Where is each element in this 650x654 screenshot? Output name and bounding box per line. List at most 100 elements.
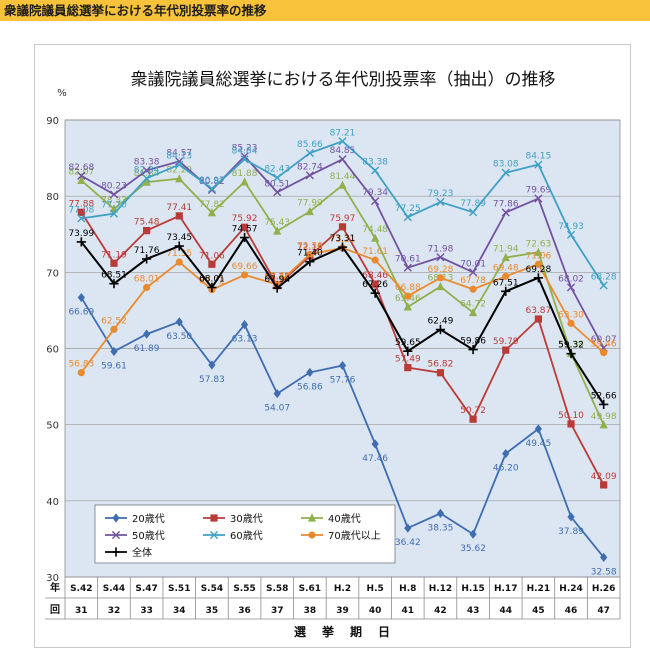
data-point (109, 279, 119, 289)
data-label: 74.48 (362, 225, 388, 235)
data-point (371, 439, 379, 449)
legend-box (94, 504, 396, 564)
data-label: 85.66 (297, 140, 323, 150)
data-point (175, 317, 183, 327)
data-point (502, 346, 510, 354)
data-point (469, 415, 477, 423)
data-point (337, 242, 348, 252)
data-label: 68.02 (558, 274, 584, 284)
x-tick-label: S.51 (168, 584, 190, 594)
data-label: 67.94 (264, 275, 290, 285)
legend-label: 20歳代 (132, 513, 165, 525)
data-point (566, 349, 576, 359)
data-label: 75.97 (330, 214, 356, 224)
session-label: 32 (108, 606, 121, 616)
data-label: 63.30 (558, 310, 584, 320)
session-label: 38 (304, 606, 317, 616)
data-point (110, 346, 118, 357)
data-label: 71.76 (134, 246, 160, 256)
x-tick-label: H.24 (559, 584, 582, 594)
data-point (534, 160, 543, 169)
data-point (404, 292, 412, 300)
session-label: 34 (173, 606, 186, 616)
data-point (240, 152, 249, 161)
session-label: 33 (140, 606, 153, 616)
data-label: 83.38 (134, 157, 160, 167)
session-label: 47 (597, 606, 610, 616)
data-label: 63.87 (525, 306, 551, 316)
x-tick-label: H.21 (527, 584, 550, 594)
data-label: 80.82 (199, 177, 225, 187)
data-point (110, 259, 118, 267)
data-label: 84.13 (166, 152, 192, 162)
x-tick-label: H.15 (461, 584, 484, 594)
x-tick-label: H.12 (429, 584, 452, 594)
y-tick-label: 50 (46, 421, 59, 432)
legend-label: 70歳代以上 (328, 530, 381, 542)
data-label: 42.09 (591, 472, 617, 482)
data-label: 78.33 (101, 196, 127, 206)
legend-label: 全体 (132, 546, 152, 559)
data-label: 38.35 (428, 523, 454, 533)
data-label: 71.40 (297, 249, 323, 259)
data-label: 66.69 (68, 308, 94, 318)
data-point (502, 449, 510, 459)
data-label: 68.28 (591, 272, 617, 282)
data-label: 80.97 (199, 176, 225, 186)
data-point (501, 208, 510, 217)
legend-label: 50歳代 (132, 530, 165, 542)
data-point (599, 281, 608, 290)
data-label: 61.89 (134, 344, 160, 354)
data-label: 69.66 (232, 262, 258, 272)
data-point (371, 280, 379, 288)
data-label: 35.62 (460, 544, 486, 554)
data-point (436, 369, 445, 377)
data-point (599, 399, 609, 410)
data-label: 56.83 (68, 360, 94, 370)
data-label: 77.70 (101, 201, 127, 211)
data-label: 81.88 (232, 169, 258, 179)
data-label: 82.43 (264, 165, 290, 175)
x-tick-label: H.2 (334, 584, 351, 594)
data-label: 59.38 (558, 340, 584, 350)
data-point (305, 206, 314, 216)
data-label: 57.76 (330, 376, 356, 386)
data-label: 82.68 (68, 163, 94, 173)
data-point (403, 213, 412, 222)
data-point (142, 166, 151, 175)
data-label: 67.51 (493, 278, 519, 288)
data-label: 77.82 (199, 200, 225, 210)
data-point (240, 223, 249, 231)
session-label: 45 (532, 606, 545, 616)
data-point (207, 208, 217, 217)
y-tick-label: 80 (46, 192, 59, 203)
data-point (371, 256, 379, 264)
data-point (240, 271, 249, 279)
data-point (306, 250, 314, 258)
data-point (566, 283, 576, 292)
data-label: 79.34 (362, 188, 388, 198)
data-point (534, 247, 543, 256)
data-label: 83.08 (493, 160, 519, 170)
data-label: 47.46 (362, 454, 388, 464)
data-point (208, 260, 216, 268)
data-point (469, 285, 477, 293)
y-tick-label: 90 (46, 116, 59, 127)
data-label: 57.49 (395, 355, 421, 365)
data-label: 68.46 (362, 271, 388, 281)
data-point (77, 369, 85, 377)
data-point (175, 160, 184, 169)
data-point (240, 320, 249, 330)
x-tick-label: S.54 (201, 584, 223, 594)
data-point (567, 420, 575, 428)
data-label: 59.79 (493, 337, 519, 347)
data-label: 75.92 (232, 214, 258, 224)
data-point (370, 288, 380, 298)
data-label: 62.49 (428, 317, 454, 327)
data-point (404, 364, 412, 372)
data-point (240, 155, 249, 164)
data-point (175, 174, 184, 183)
data-label: 80.23 (101, 181, 127, 191)
data-label: 59.65 (395, 338, 421, 348)
